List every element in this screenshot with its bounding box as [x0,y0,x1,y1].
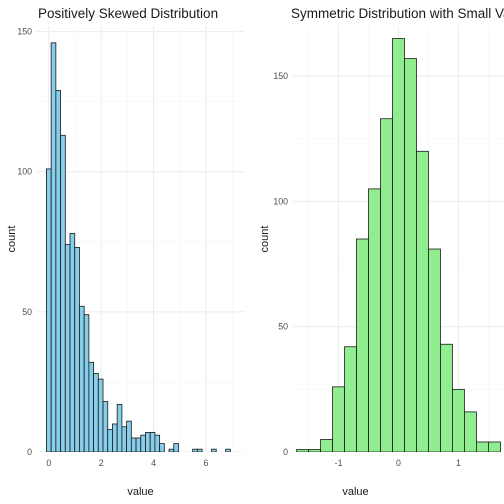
histogram-bar [168,448,175,452]
x-tick-label: 4 [151,458,156,468]
x-axis-label: value [127,486,153,498]
histogram-bar [135,437,142,452]
histogram-bar [69,232,76,452]
x-tick-label: 2 [99,458,104,468]
histogram-bar [356,238,369,452]
histogram-bar [145,431,151,452]
y-tick-label: 50 [22,307,32,317]
histogram-bars [46,42,231,452]
histogram-bar [154,434,161,452]
histogram-bar [440,343,453,452]
chart-panel-2: -1 0 1 0 50 100 150 value count Symmetric Distrib… [259,6,504,498]
histogram-bar [93,373,99,452]
histogram-bar [121,426,128,452]
histogram-bar [126,420,132,452]
histogram-bar [211,448,217,452]
histogram-bar [112,423,118,452]
histogram-bar [476,441,489,452]
x-tick-label: 0 [46,458,51,468]
histogram-bar [173,443,179,452]
y-tick-label: 150 [273,71,288,81]
histogram-bar [196,448,203,452]
histogram-bar [308,449,321,452]
histogram-bar [404,58,417,452]
histogram-bar [102,401,109,452]
histogram-bar [428,248,441,452]
histogram-bar [344,346,357,452]
histogram-bar [140,434,146,452]
histogram-bar [332,386,345,452]
histogram-bar [107,429,113,452]
histogram-bar [452,388,465,452]
histogram-bar [97,378,104,452]
histogram-bar [83,314,90,452]
chart-panel-1: 0 2 4 6 0 50 100 150 value count Positively Skewed… [6,6,244,498]
histogram-bar [130,437,137,452]
histogram-bar [64,244,71,452]
histogram-bar [50,42,57,452]
y-tick-label: 0 [283,447,288,457]
x-tick-label: 6 [204,458,209,468]
chart-title: Positively Skewed Distribution [38,6,218,21]
histogram-bar [416,150,429,452]
histogram-bar [116,403,123,452]
histogram-bar [60,134,66,452]
histogram-bar [88,361,94,452]
histogram-bar [320,439,333,452]
chart-title: Symmetric Distribution with Small Varian… [291,6,504,21]
histogram-bar [392,38,405,452]
histogram-bar [46,168,52,452]
histogram-bar [149,431,156,452]
histogram-bar [74,247,80,452]
histogram-bar [296,449,309,452]
histogram-bar [488,441,501,452]
histogram-bar [159,443,165,452]
x-tick-label: 1 [456,458,461,468]
x-tick-label: -1 [335,458,343,468]
y-tick-label: 0 [27,447,32,457]
y-tick-label: 50 [278,322,288,332]
histogram-bars [296,38,501,452]
histogram-bar [192,448,198,452]
y-axis-label: count [6,226,18,253]
y-tick-label: 150 [17,27,32,37]
y-tick-label: 100 [273,196,288,206]
histogram-bar [55,90,61,452]
histogram-bar [464,411,477,452]
histogram-bar [225,448,231,452]
x-tick-label: 0 [396,458,401,468]
histogram-bar [380,118,393,452]
y-axis-label: count [259,226,271,253]
y-tick-label: 100 [17,167,32,177]
histogram-bar [368,188,381,452]
histogram-bar [79,305,85,452]
x-axis-label: value [342,486,368,498]
